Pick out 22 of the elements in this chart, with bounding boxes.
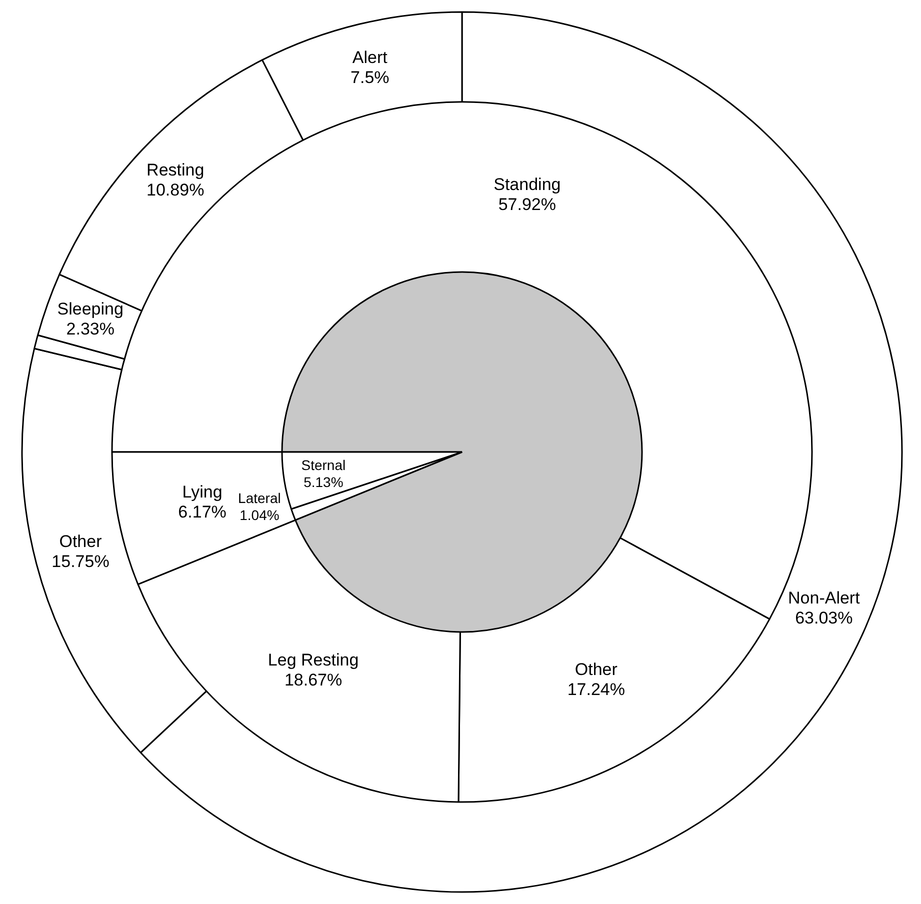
slice-label: Resting: [146, 160, 204, 180]
data-label: 7.5%: [350, 68, 390, 88]
data-label: 5.13%: [304, 474, 344, 490]
data-label: 1.04%: [240, 506, 280, 523]
slice-label: Sternal: [301, 456, 346, 473]
slice-label: Other: [574, 660, 618, 679]
slice-label: Non-Alert: [788, 588, 860, 608]
slice-label: Alert: [352, 48, 388, 68]
data-label: 10.89%: [146, 180, 204, 200]
slice-label: Lateral: [238, 490, 281, 506]
slice-label: Leg Resting: [268, 650, 359, 670]
slice-label: Sleeping: [57, 299, 124, 318]
data-label: 57.92%: [498, 195, 556, 214]
slice-label: Standing: [494, 175, 561, 194]
data-label: 17.24%: [567, 680, 625, 699]
data-label: 15.75%: [52, 552, 110, 572]
data-label: 63.03%: [795, 608, 853, 628]
slice-label: Lying: [182, 482, 222, 502]
slice-label: Other: [59, 532, 102, 552]
data-label: 18.67%: [284, 670, 342, 690]
data-label: 6.17%: [178, 502, 226, 522]
data-label: 2.33%: [66, 319, 114, 338]
